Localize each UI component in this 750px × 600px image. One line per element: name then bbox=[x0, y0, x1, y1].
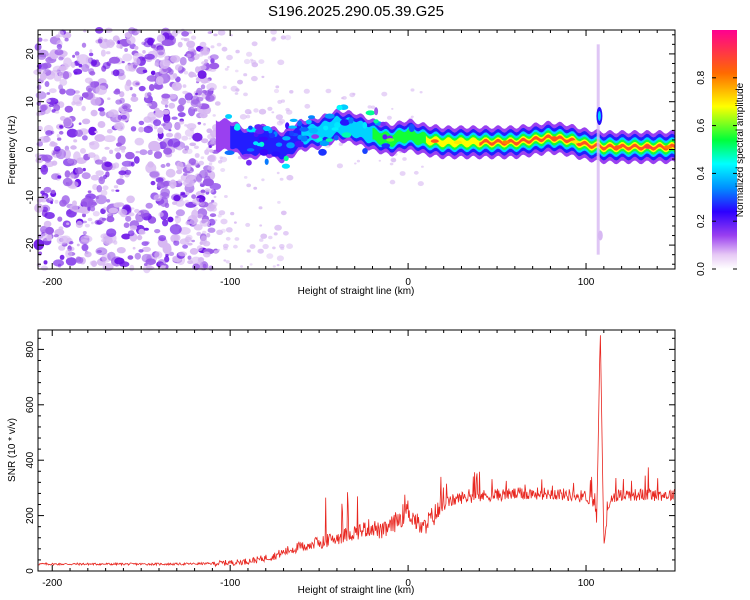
snr-x-tick-label: -100 bbox=[220, 578, 240, 589]
snr-y-tick-label: 200 bbox=[25, 507, 36, 524]
spectrogram-y-tick-label: 0 bbox=[25, 146, 36, 152]
snr-series-line bbox=[37, 335, 675, 568]
snr-x-axis-label: Height of straight line (km) bbox=[298, 585, 415, 596]
colorbar: 0.0 0.2 0.4 0.6 0.8 Normalized spectral ampl… bbox=[696, 30, 746, 276]
spectrogram-frame bbox=[37, 29, 676, 270]
snr-y-tick-label: 600 bbox=[25, 396, 36, 413]
spectrogram-x-tick-label: -100 bbox=[220, 277, 240, 288]
snr-x-tick-label: 100 bbox=[578, 578, 595, 589]
spectrogram-y-tick-label: -20 bbox=[25, 237, 36, 252]
spectrogram-x-tick-label: 100 bbox=[578, 277, 595, 288]
colorbar-tick-label: 0.2 bbox=[696, 214, 707, 228]
figure-title: S196.2025.290.05.39.G25 bbox=[268, 3, 444, 20]
colorbar-label: Normalized spectral amplitude bbox=[735, 82, 746, 217]
snr-frame bbox=[37, 329, 676, 572]
snr-x-tick-label: -200 bbox=[42, 578, 62, 589]
snr-x-tick-label: 0 bbox=[405, 578, 411, 589]
spectrogram-y-tick-label: 20 bbox=[25, 48, 36, 60]
snr-y-tick-label: 800 bbox=[25, 341, 36, 358]
spectrogram-y-tick-label: 10 bbox=[25, 96, 36, 108]
colorbar-tick-label: 0.8 bbox=[696, 70, 707, 84]
colorbar-gradient bbox=[712, 30, 737, 269]
colorbar-tick-label: 0.0 bbox=[696, 262, 707, 276]
snr-y-tick-label: 400 bbox=[25, 451, 36, 468]
spectrogram-y-tick-label: -10 bbox=[25, 190, 36, 205]
snr-y-tick-label: 0 bbox=[25, 568, 36, 574]
snr-panel: -200 -100 0 100 0 200 400 600 800 Height of stra… bbox=[7, 329, 676, 596]
colorbar-tick-label: 0.6 bbox=[696, 118, 707, 132]
snr-y-axis-label: SNR (10 * v/v) bbox=[7, 418, 18, 482]
colorbar-tick-label: 0.4 bbox=[696, 166, 707, 180]
spectrogram-x-tick-label: -200 bbox=[42, 277, 62, 288]
spectrogram-x-axis-label: Height of straight line (km) bbox=[298, 286, 415, 297]
spectrogram-y-axis-label: Frequency (Hz) bbox=[7, 116, 18, 185]
spectrogram-x-tick-label: 0 bbox=[405, 277, 411, 288]
